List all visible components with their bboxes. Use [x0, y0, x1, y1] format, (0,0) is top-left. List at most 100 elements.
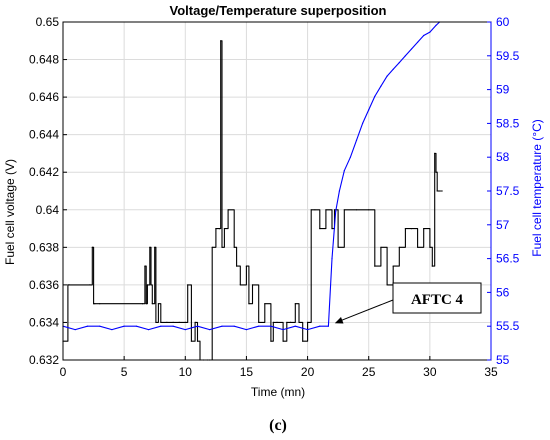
temperature-point [160, 325, 162, 327]
temperature-point [221, 325, 223, 327]
voltage-point [151, 303, 153, 305]
voltage-point [392, 265, 394, 267]
voltage-point [386, 284, 388, 286]
temperature-point [270, 325, 272, 327]
voltage-point [154, 246, 156, 248]
temperature-point [410, 48, 413, 50]
voltage-point [215, 228, 217, 230]
x-tick-label: 0 [60, 365, 67, 379]
temperature-point [258, 325, 260, 327]
voltage-point [91, 246, 93, 248]
x-tick-label: 20 [301, 365, 315, 379]
voltage-point [221, 246, 223, 248]
voltage-point [310, 209, 312, 211]
x-tick-label: 35 [484, 365, 498, 379]
y-left-tick-label: 0.648 [29, 53, 59, 67]
temperature-point [338, 190, 340, 192]
voltage-point [144, 265, 146, 267]
voltage-point [99, 303, 101, 305]
voltage-point [218, 228, 221, 230]
voltage-point [343, 209, 345, 211]
voltage-point [431, 265, 433, 267]
voltage-point [190, 340, 192, 342]
temperature-point [368, 109, 370, 111]
x-tick-label: 10 [179, 365, 193, 379]
y-axis-right-label: Fuel cell temperature (°C) [530, 119, 544, 257]
temperature-point [343, 170, 345, 172]
voltage-point [94, 303, 96, 305]
voltage-point [331, 228, 333, 230]
voltage-point [374, 265, 376, 267]
voltage-point [145, 303, 147, 305]
temperature-point [327, 325, 329, 327]
temperature-point [374, 95, 376, 97]
temperature-point [429, 31, 431, 33]
temperature-point [398, 62, 400, 64]
voltage-point [251, 284, 254, 286]
temperature-point [233, 325, 235, 327]
voltage-point [429, 246, 431, 248]
y-right-tick-label: 56 [496, 285, 510, 299]
voltage-point [89, 284, 91, 286]
y-right-tick-label: 59.5 [496, 49, 520, 63]
y-right-tick-label: 55 [496, 353, 510, 367]
y-left-tick-label: 0.64 [36, 203, 60, 217]
y-right-tick-label: 57.5 [496, 184, 520, 198]
temperature-series-line [62, 21, 440, 331]
voltage-point [410, 228, 413, 230]
voltage-point [155, 321, 157, 323]
voltage-point [368, 209, 370, 211]
voltage-point [68, 284, 70, 286]
y-right-tick-label: 58.5 [496, 116, 520, 130]
voltage-point [282, 340, 284, 342]
voltage-point [146, 284, 148, 286]
chart-title: Voltage/Temperature superposition [170, 3, 387, 18]
y-axis-left: 0.632 0.634 0.636 0.638 0.64 0.642 0.644 0.646 0… [29, 15, 67, 367]
voltage-point [211, 246, 213, 248]
temperature-point [184, 329, 186, 331]
x-tick-label: 5 [121, 365, 128, 379]
y-right-tick-label: 55.5 [496, 319, 520, 333]
voltage-point [434, 152, 436, 154]
voltage-point [437, 190, 439, 192]
x-tick-label: 15 [240, 365, 254, 379]
temperature-point [148, 329, 150, 331]
temperature-point [294, 325, 296, 327]
voltage-point [149, 246, 151, 248]
voltage-point [286, 321, 288, 323]
temperature-point [404, 55, 406, 57]
voltage-point [307, 321, 309, 323]
x-axis: 0 5 10 15 20 25 30 35 [60, 356, 498, 379]
voltage-point [194, 321, 196, 323]
voltage-point [302, 340, 304, 342]
x-tick-label: 25 [362, 365, 376, 379]
voltage-point [435, 171, 437, 173]
voltage-point [289, 321, 292, 323]
voltage-point [196, 340, 199, 342]
temperature-point [123, 325, 125, 327]
voltage-point [355, 209, 358, 211]
voltage-point [264, 303, 266, 305]
voltage-series-line [63, 40, 443, 361]
temperature-point [74, 329, 76, 331]
voltage-point [227, 209, 229, 211]
y-left-tick-label: 0.634 [29, 315, 59, 329]
temperature-point [355, 139, 358, 141]
voltage-point [298, 321, 300, 323]
temperature-point [392, 68, 394, 70]
temperature-point [386, 75, 388, 77]
y-left-tick-label: 0.644 [29, 128, 59, 142]
voltage-point [436, 190, 438, 192]
series-layer [62, 21, 443, 361]
annotation-label: AFTC 4 [411, 292, 464, 308]
y-right-tick-label: 56.5 [496, 252, 520, 266]
temperature-point [331, 258, 333, 260]
annotation-box [392, 282, 482, 314]
y-right-tick-label: 59 [496, 83, 510, 97]
x-tick-label: 30 [423, 365, 437, 379]
y-axis-right: 55 55.5 56 56.5 57 57.5 58 58.5 59 59.5 60 [487, 15, 520, 367]
temperature-point [349, 156, 351, 158]
voltage-point [276, 321, 278, 323]
voltage-point [245, 265, 247, 267]
voltage-point [325, 209, 327, 211]
